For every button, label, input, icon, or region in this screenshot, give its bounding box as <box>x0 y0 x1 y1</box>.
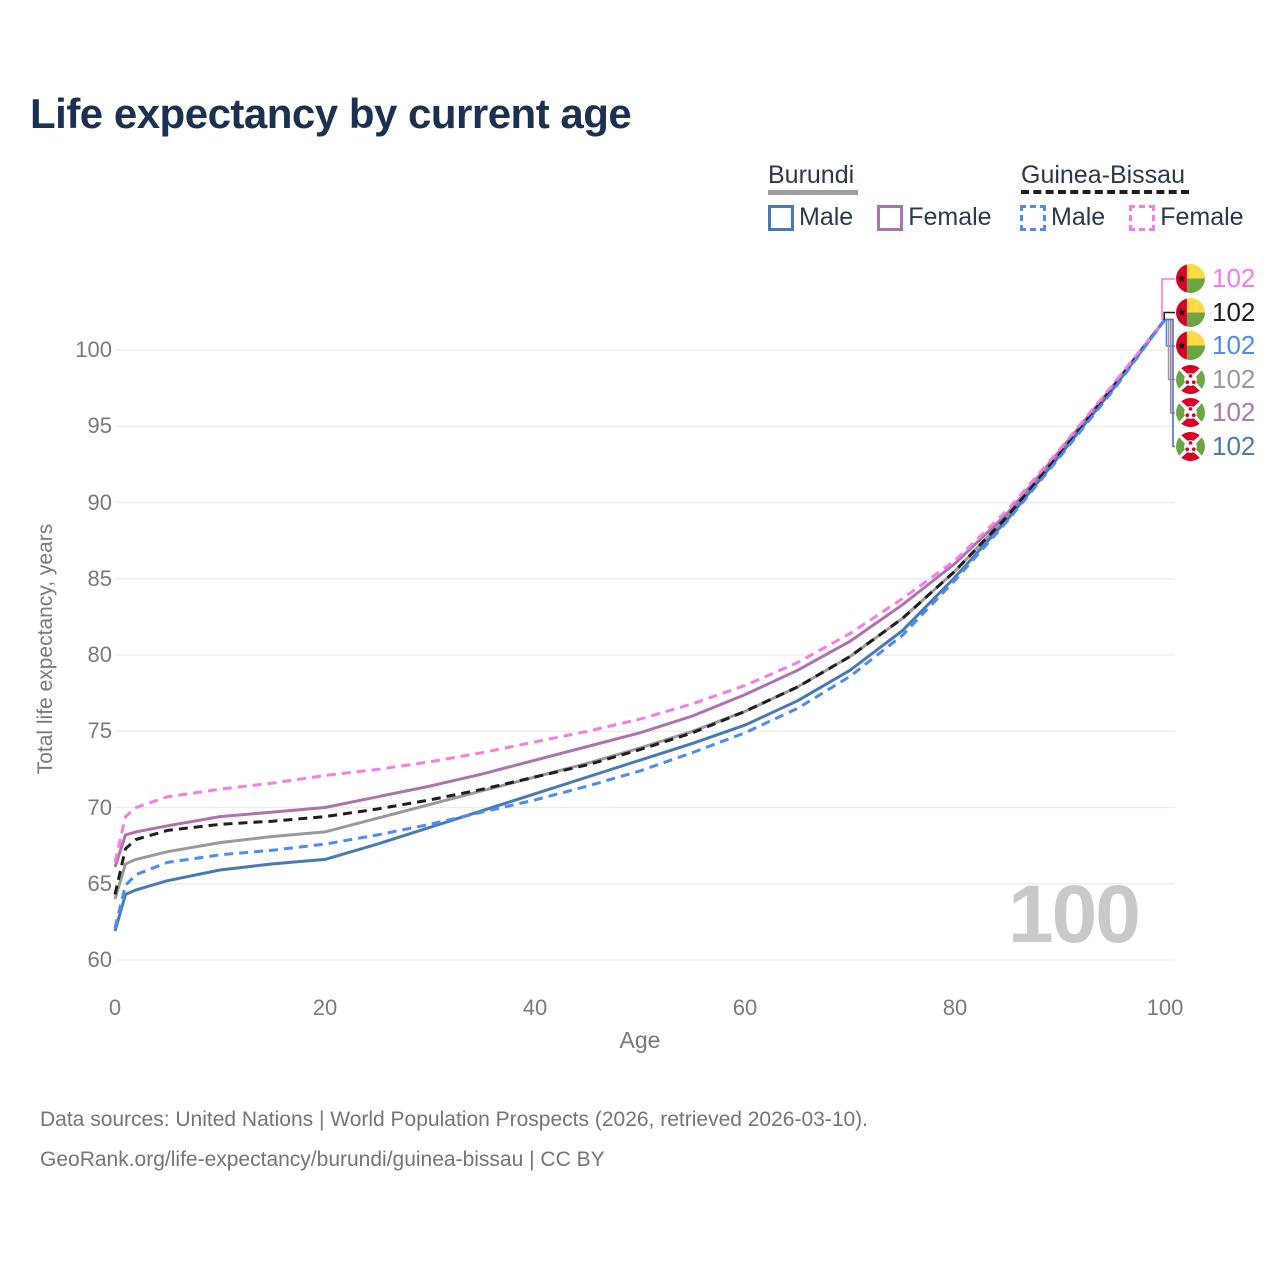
end-label-row-guinea-bissau-total: 102 <box>1176 296 1256 327</box>
series-line-guinea-bissau-total <box>113 318 1167 895</box>
legend-underline-burundi <box>768 190 858 195</box>
end-labels-column: 102 102 102 102 102 102 <box>1176 264 1255 461</box>
end-label-row-burundi-female: 102 <box>1176 398 1255 427</box>
end-label-value: 102 <box>1212 263 1256 293</box>
legend-label-burundi-male: Male <box>799 203 854 231</box>
y-tick-75: 75 <box>87 718 112 744</box>
legend-swatch-burundi-male <box>768 204 794 231</box>
legend-entry-burundi-male: Male <box>768 203 853 232</box>
end-label-row-burundi-male: 102 <box>1176 430 1256 461</box>
legend-group-burundi: Burundi <box>768 161 855 189</box>
x-tick-40: 40 <box>522 995 548 1020</box>
flag-icon-guinea-bissau <box>1176 297 1205 327</box>
y-tick-85: 85 <box>87 565 112 591</box>
end-label-value: 102 <box>1212 330 1256 360</box>
legend-group-guinea-bissau: Guinea-Bissau <box>1021 161 1185 189</box>
end-label-value: 102 <box>1212 430 1256 461</box>
footer-data-sources: Data sources: United Nations | World Pop… <box>40 1108 869 1131</box>
end-label-row-guinea-bissau-male: 102 <box>1176 331 1255 360</box>
flag-icon-burundi <box>1176 431 1205 461</box>
y-tick-100: 100 <box>75 337 112 362</box>
flag-icon-burundi <box>1176 398 1205 427</box>
x-tick-80: 80 <box>942 995 968 1020</box>
end-label-value: 102 <box>1212 397 1256 427</box>
legend-label-guinea-bissau-female: Female <box>1160 203 1244 231</box>
flag-icon-guinea-bissau <box>1176 264 1205 293</box>
legend-swatch-guinea-bissau-female <box>1129 204 1156 231</box>
flag-icon-burundi <box>1176 364 1205 394</box>
y-tick-80: 80 <box>87 642 112 667</box>
series-line-guinea-bissau-male <box>113 318 1167 929</box>
y-tick-95: 95 <box>87 413 112 439</box>
legend-swatch-burundi-female <box>877 204 904 231</box>
x-tick-100: 100 <box>1146 995 1184 1020</box>
legend-label-burundi-female: Female <box>908 203 992 231</box>
legend-row-guinea-bissau: Male Female <box>1020 203 1268 232</box>
x-tick-20: 20 <box>312 995 338 1020</box>
end-label-row-burundi-total: 102 <box>1176 363 1256 394</box>
series-line-burundi-female <box>113 318 1167 868</box>
legend-swatch-guinea-bissau-male <box>1020 204 1046 231</box>
end-label-row-guinea-bissau-female: 102 <box>1176 264 1255 293</box>
series-line-burundi-male <box>113 318 1167 932</box>
y-tick-60: 60 <box>87 947 112 972</box>
footer-attribution: GeoRank.org/life-expectancy/burundi/guin… <box>40 1148 605 1171</box>
x-tick-0: 0 <box>108 995 122 1020</box>
end-label-connector-1 <box>1163 311 1175 321</box>
page-title: Life expectancy by current age <box>30 90 632 137</box>
legend-underline-guinea-bissau <box>1021 190 1189 194</box>
legend-label-guinea-bissau-male: Male <box>1051 203 1106 231</box>
y-tick-70: 70 <box>87 794 112 820</box>
flag-icon-guinea-bissau <box>1176 331 1205 360</box>
x-axis-title: Age <box>619 1027 661 1053</box>
end-label-value: 102 <box>1212 296 1256 327</box>
end-label-connector-5 <box>1165 318 1175 448</box>
legend-entry-guinea-bissau-female: Female <box>1129 203 1244 232</box>
series-line-guinea-bissau-female <box>113 318 1167 863</box>
end-label-value: 102 <box>1212 363 1256 394</box>
y-tick-65: 65 <box>87 870 112 896</box>
legend-entry-burundi-female: Female <box>877 203 992 232</box>
legend-row-burundi: Male Female <box>768 203 1016 232</box>
x-tick-60: 60 <box>732 995 758 1020</box>
legend-entry-guinea-bissau-male: Male <box>1020 203 1105 232</box>
y-tick-90: 90 <box>87 489 112 515</box>
